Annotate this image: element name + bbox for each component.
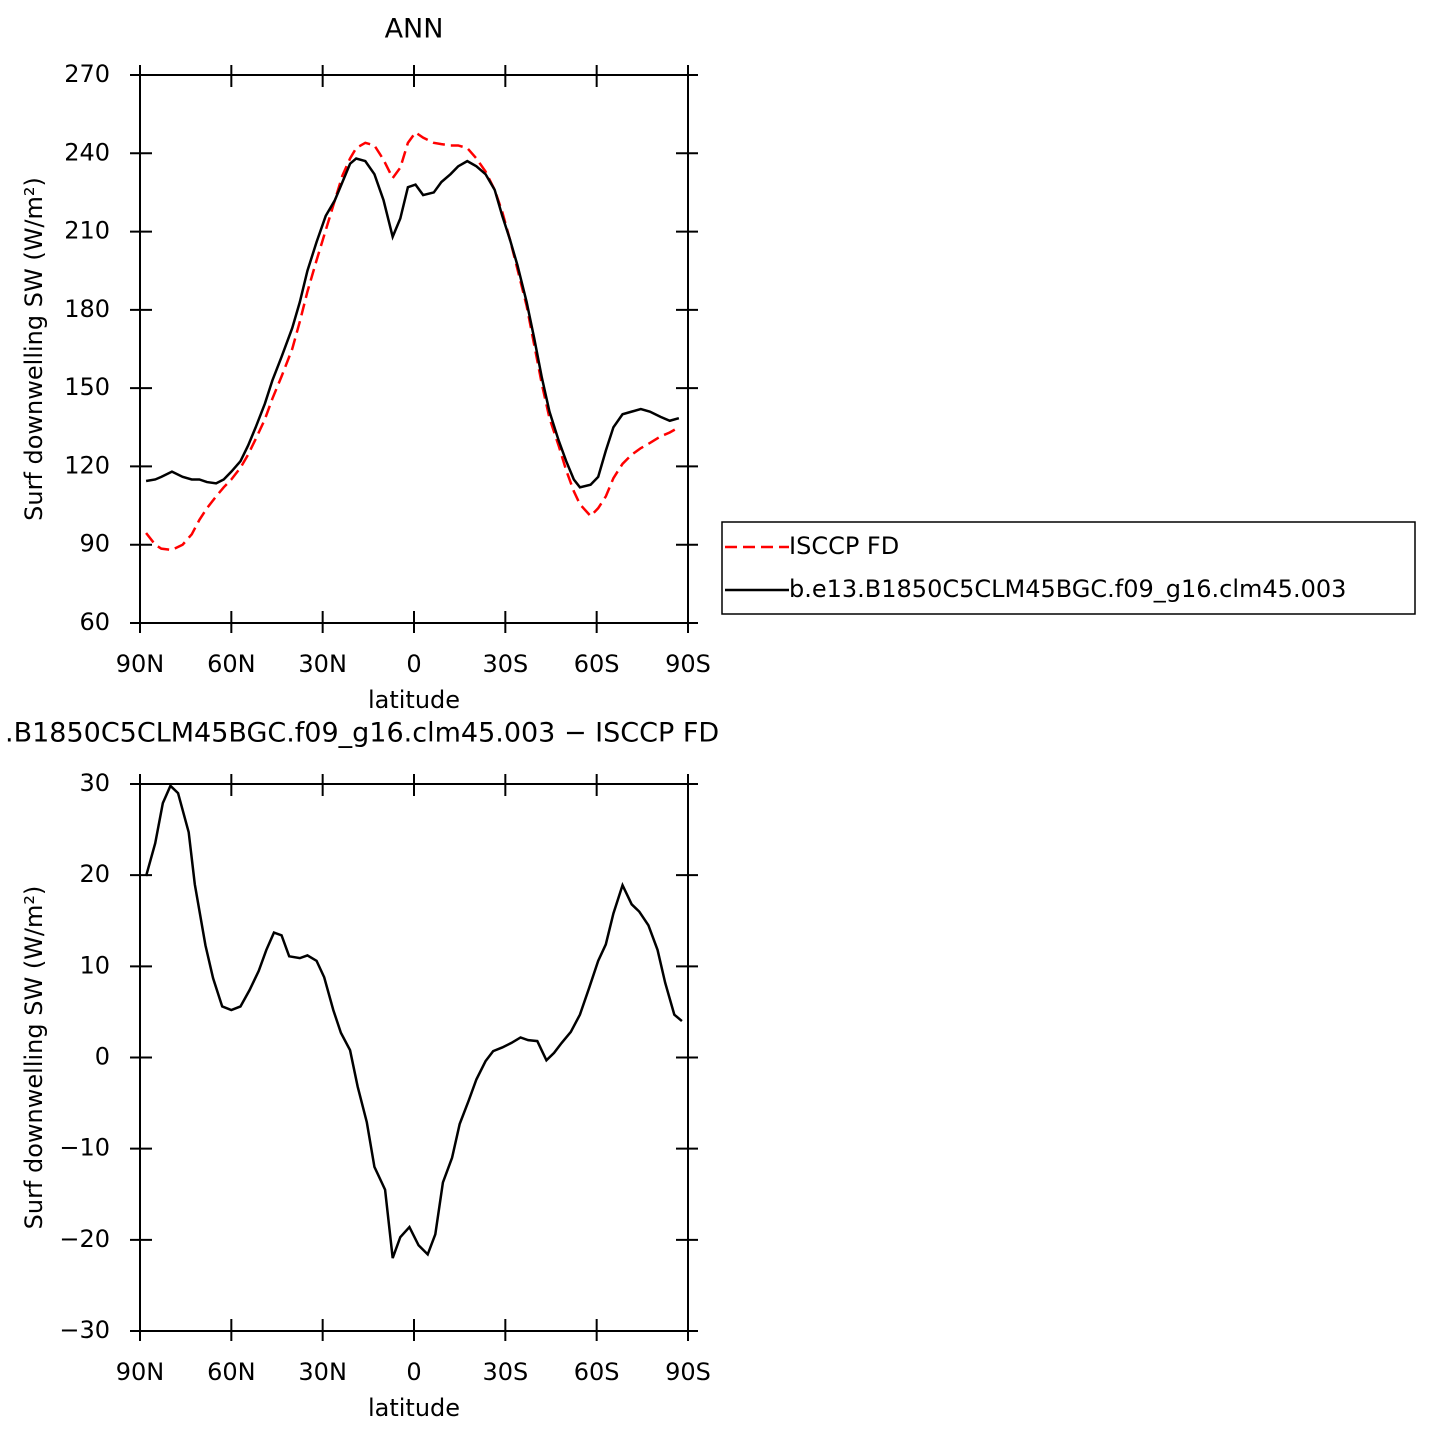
x-tick-label: 0 [406,1358,421,1386]
y-tick-label: −30 [59,1316,110,1344]
x-axis-label: latitude [368,686,460,714]
legend-label: b.e13.B1850C5CLM45BGC.f09_g16.clm45.003 [789,575,1346,603]
x-tick-label: 90S [665,650,711,678]
legend-box [721,521,1416,615]
y-tick-label: 10 [79,951,110,979]
data-line [145,130,680,552]
y-tick-label: 60 [79,608,110,636]
x-tick-label: 30N [298,1358,347,1386]
y-tick-label: 90 [79,530,110,558]
plot-frame [139,783,689,1332]
x-tick-label: 30S [482,1358,528,1386]
y-tick-label: 240 [64,138,110,166]
x-tick-label: 60N [207,650,256,678]
y-tick-label: 0 [95,1043,110,1071]
y-tick-label: 180 [64,295,110,323]
y-tick-label: −10 [59,1134,110,1162]
x-tick-label: 30N [298,650,347,678]
y-tick-label: 30 [79,769,110,797]
y-tick-label: 150 [64,373,110,401]
x-tick-label: 0 [406,650,421,678]
x-tick-label: 30S [482,650,528,678]
y-tick-label: −20 [59,1225,110,1253]
y-tick-label: 120 [64,451,110,479]
y-axis-label: Surf downwelling SW (W/m²) [20,886,48,1230]
x-tick-label: 60S [574,1358,620,1386]
legend-label: ISCCP FD [789,532,899,560]
data-line [144,783,683,1259]
x-axis-label: latitude [368,1394,460,1422]
y-axis-label: Surf downwelling SW (W/m²) [20,177,48,521]
data-line [145,157,680,489]
x-tick-label: 90N [116,650,165,678]
chart-title: .B1850C5CLM45BGC.f09_g16.clm45.003 − ISC… [5,718,719,749]
x-tick-label: 60S [574,650,620,678]
x-tick-label: 90N [116,1358,165,1386]
plot-frame [139,74,689,624]
y-tick-label: 270 [64,60,110,88]
x-tick-label: 90S [665,1358,711,1386]
y-tick-label: 20 [79,860,110,888]
y-tick-label: 210 [64,217,110,245]
x-tick-label: 60N [207,1358,256,1386]
chart-title: ANN [385,14,444,45]
